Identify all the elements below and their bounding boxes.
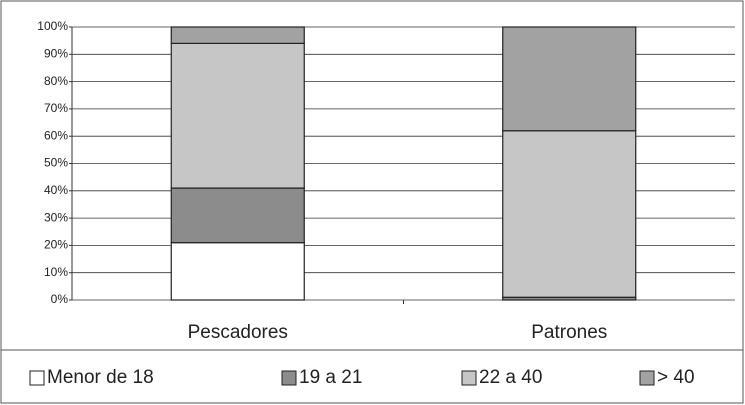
legend-swatch [281, 370, 297, 386]
y-tick-label: 40% [44, 183, 68, 197]
bar-segment [502, 26, 637, 132]
y-tick-label: 20% [44, 238, 68, 252]
bar-segment [502, 130, 637, 298]
legend-label: Menor de 18 [47, 367, 154, 388]
y-tick-label: 0% [51, 292, 69, 306]
legend-label: > 40 [657, 367, 695, 388]
y-tick-label: 10% [44, 265, 68, 279]
bar-segment [170, 26, 305, 44]
y-tick-label: 70% [44, 101, 68, 115]
x-tick-label: Patrones [531, 322, 607, 343]
x-tick-label: Pescadores [188, 322, 288, 343]
y-tick-label: 100% [37, 19, 68, 33]
bar-segment [170, 242, 305, 301]
y-tick-label: 80% [44, 74, 68, 88]
legend-swatch [29, 370, 45, 386]
bar-segment [170, 187, 305, 244]
y-tick-label: 30% [44, 210, 68, 224]
y-tick-label: 60% [44, 128, 68, 142]
y-tick-label: 50% [44, 156, 68, 170]
legend-label: 22 a 40 [479, 367, 542, 388]
bar-segment [170, 42, 305, 189]
legend-label: 19 a 21 [299, 367, 362, 388]
y-tick-label: 90% [44, 46, 68, 60]
legend-swatch [639, 370, 655, 386]
legend-swatch [461, 370, 477, 386]
